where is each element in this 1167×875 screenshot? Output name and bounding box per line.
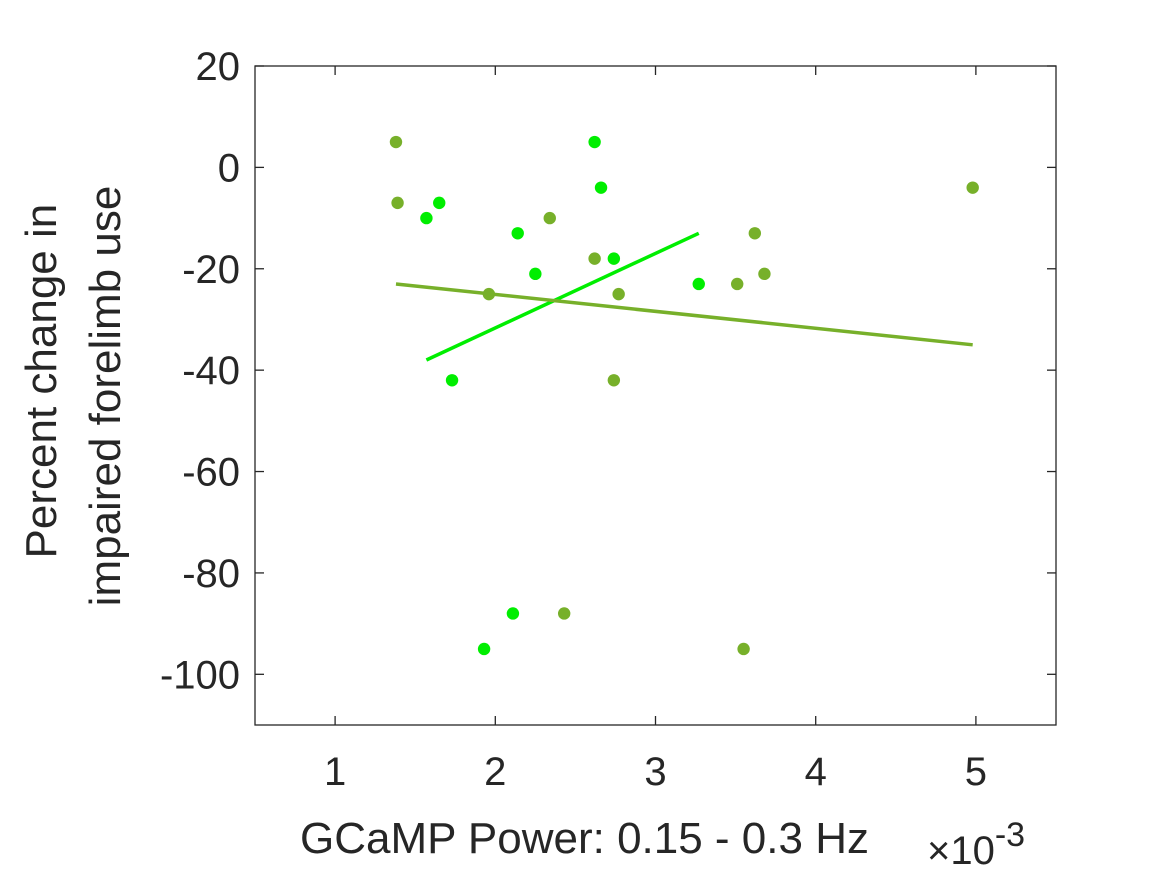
- data-point-1-7: [731, 277, 744, 291]
- fit-line-0: [425, 231, 700, 362]
- data-point-0-2: [433, 196, 446, 210]
- data-point-1-8: [748, 227, 762, 240]
- tick-labels: 1 2 3 4 5 20 0 -20 -40 -60 -80 -100: [160, 45, 987, 794]
- y-tick-label-6: -100: [160, 653, 240, 697]
- data-point-1-12: [966, 181, 979, 194]
- y-tick-label-5: -80: [182, 552, 240, 596]
- plot-area: [254, 65, 1057, 726]
- data-point-1-0: [389, 135, 403, 149]
- data-point-1-1: [391, 196, 404, 210]
- x-tick-label-1: 2: [484, 750, 506, 794]
- y-tick-label-3: -40: [182, 349, 240, 393]
- data-point-0-1: [594, 181, 608, 194]
- x-tick-label-0: 1: [324, 750, 346, 794]
- y-axis-label: Percent change in impaired forelimb use: [17, 186, 130, 607]
- data-point-0-0: [588, 135, 601, 149]
- x-tick-label-2: 3: [644, 750, 666, 794]
- data-point-1-3: [482, 287, 496, 301]
- data-point-0-5: [529, 267, 542, 281]
- x-exponent-base: ×10: [927, 829, 995, 873]
- y-tick-label-1: 0: [218, 146, 240, 190]
- x-axis-label: GCaMP Power: 0.15 - 0.3 Hz: [300, 814, 869, 863]
- data-point-0-7: [692, 277, 705, 291]
- data-point-0-6: [607, 252, 621, 265]
- y-tick-label-2: -20: [182, 248, 240, 292]
- data-point-0-4: [511, 227, 524, 240]
- data-point-1-9: [758, 267, 771, 281]
- x-exponent-power: -3: [995, 816, 1025, 854]
- data-point-0-8: [445, 374, 459, 387]
- x-tick-label-3: 4: [805, 750, 827, 794]
- data-point-0-3: [420, 211, 433, 225]
- data-point-1-4: [588, 252, 601, 265]
- data-point-1-5: [612, 287, 625, 301]
- data-point-1-6: [607, 374, 621, 387]
- data-point-0-9: [506, 607, 520, 620]
- y-tick-label-4: -60: [182, 451, 240, 495]
- data-points: [389, 135, 979, 656]
- y-tick-label-0: 20: [196, 45, 241, 89]
- data-point-1-2: [543, 211, 556, 225]
- x-tick-label-4: 5: [965, 750, 987, 794]
- x-exponent-label: ×10-3: [927, 816, 1025, 873]
- data-point-1-11: [737, 642, 750, 656]
- data-point-0-10: [477, 642, 491, 656]
- axis-ticks: [255, 65, 1056, 725]
- data-point-1-10: [557, 607, 571, 620]
- y-axis-label-line2: impaired forelimb use: [81, 186, 130, 607]
- y-axis-label-line1: Percent change in: [17, 204, 66, 559]
